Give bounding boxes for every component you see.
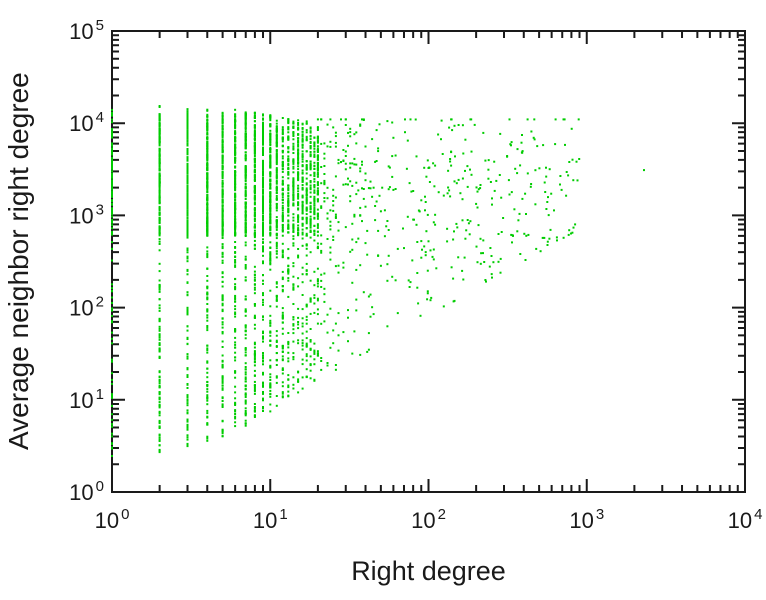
x-tick-label: 10 3	[569, 506, 604, 533]
x-tick-label: 10 0	[95, 506, 130, 533]
y-axis-label: Average neighbor right degree	[3, 72, 34, 451]
data-points	[111, 105, 645, 457]
y-tick-label: 10 2	[69, 294, 104, 321]
y-tick-label: 10 3	[69, 201, 104, 228]
y-tick-label: 10 5	[69, 17, 104, 44]
x-tick-label: 10 4	[728, 506, 763, 533]
minor-ticks	[112, 31, 745, 492]
x-tick-label: 10 2	[411, 506, 446, 533]
y-tick-label: 10 4	[69, 109, 104, 136]
y-tick-label: 10 1	[69, 386, 104, 413]
major-ticks	[111, 30, 746, 493]
x-axis-label: Right degree	[351, 556, 506, 586]
y-tick-label: 10 0	[69, 478, 104, 505]
x-tick-label: 10 1	[253, 506, 288, 533]
